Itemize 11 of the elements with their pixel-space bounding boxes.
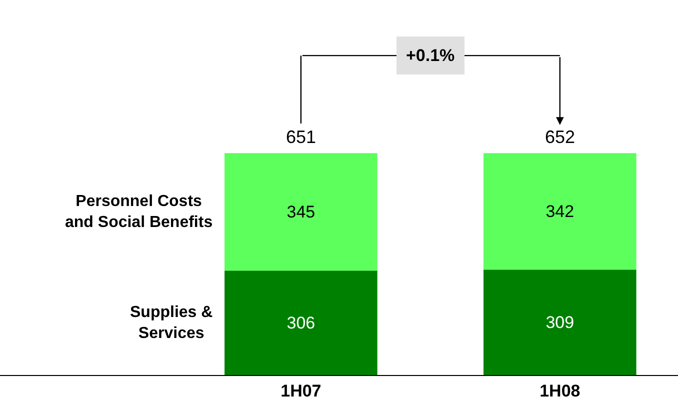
data-label: 345 [286,202,316,222]
series-label: Supplies & Services [130,304,214,342]
series-label: Personnel Costs and Social Benefits [65,193,213,231]
total-label: 652 [545,127,576,147]
x-tick-label: 1H08 [540,381,580,400]
total-label: 651 [286,127,316,147]
data-label: 309 [546,312,574,332]
data-label: 342 [546,202,574,221]
x-tick-label: 1H07 [280,381,322,400]
data-label: 306 [286,313,316,332]
annotation: +0.1% [406,46,455,65]
